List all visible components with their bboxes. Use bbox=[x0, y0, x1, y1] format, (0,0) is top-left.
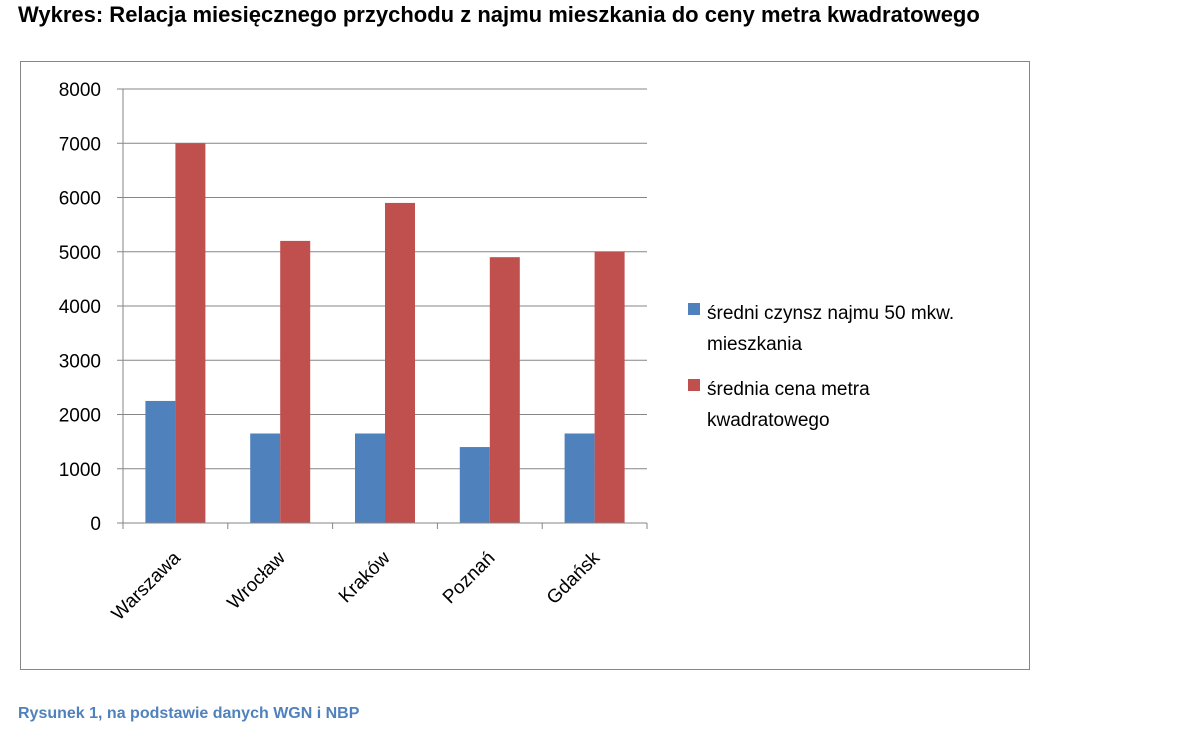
y-tick-labels: 0 1000 2000 3000 4000 5000 6000 7000 8000 bbox=[59, 80, 101, 535]
x-category-label: Gdańsk bbox=[543, 547, 605, 609]
figure-caption: Rysunek 1, na podstawie danych WGN i NBP bbox=[18, 705, 360, 722]
y-tick-label: 7000 bbox=[59, 134, 101, 155]
y-tick-label: 8000 bbox=[59, 80, 101, 101]
bar-wrocław-series-2 bbox=[280, 240, 311, 523]
y-tick-label: 3000 bbox=[59, 351, 101, 372]
legend-label: średni czynsz najmu 50 mkw. bbox=[707, 303, 954, 324]
x-category-label: Poznań bbox=[439, 548, 499, 608]
bar-gdańsk-series-1 bbox=[564, 433, 595, 523]
y-tick-label: 5000 bbox=[59, 243, 101, 264]
x-category-labels: Warszawa Wrocław Kraków Poznań Gdańsk bbox=[108, 547, 605, 624]
legend-label: mieszkania bbox=[707, 334, 802, 355]
bars bbox=[145, 143, 625, 524]
x-category-label: Warszawa bbox=[108, 547, 185, 624]
page-title: Wykres: Relacja miesięcznego przychodu z… bbox=[18, 2, 980, 27]
legend: średni czynsz najmu 50 mkw. mieszkania śre… bbox=[688, 303, 954, 431]
bar-wrocław-series-1 bbox=[250, 433, 281, 523]
bar-warszawa-series-1 bbox=[145, 400, 176, 523]
legend-swatch bbox=[688, 303, 700, 315]
x-category-label: Wrocław bbox=[224, 547, 290, 613]
bar-poznań-series-2 bbox=[489, 257, 520, 523]
y-tick-label: 0 bbox=[90, 514, 101, 535]
bar-kraków-series-1 bbox=[355, 433, 385, 523]
bar-kraków-series-2 bbox=[385, 202, 415, 524]
bar-poznań-series-1 bbox=[459, 447, 490, 523]
bar-gdańsk-series-2 bbox=[594, 251, 625, 523]
y-tick-label: 2000 bbox=[59, 406, 101, 427]
legend-label: kwadratowego bbox=[707, 410, 830, 431]
x-category-label: Kraków bbox=[335, 547, 395, 607]
legend-swatch bbox=[688, 379, 700, 391]
axes bbox=[117, 88, 648, 529]
y-tick-label: 4000 bbox=[59, 297, 101, 318]
y-tick-label: 1000 bbox=[59, 460, 101, 481]
bar-warszawa-series-2 bbox=[175, 143, 206, 523]
legend-label: średnia cena metra bbox=[707, 379, 870, 400]
chart-area: 0 1000 2000 3000 4000 5000 6000 7000 8000 Warsza… bbox=[20, 61, 1030, 670]
y-tick-label: 6000 bbox=[59, 189, 101, 210]
bar-chart: 0 1000 2000 3000 4000 5000 6000 7000 8000 Warsza… bbox=[59, 80, 954, 625]
